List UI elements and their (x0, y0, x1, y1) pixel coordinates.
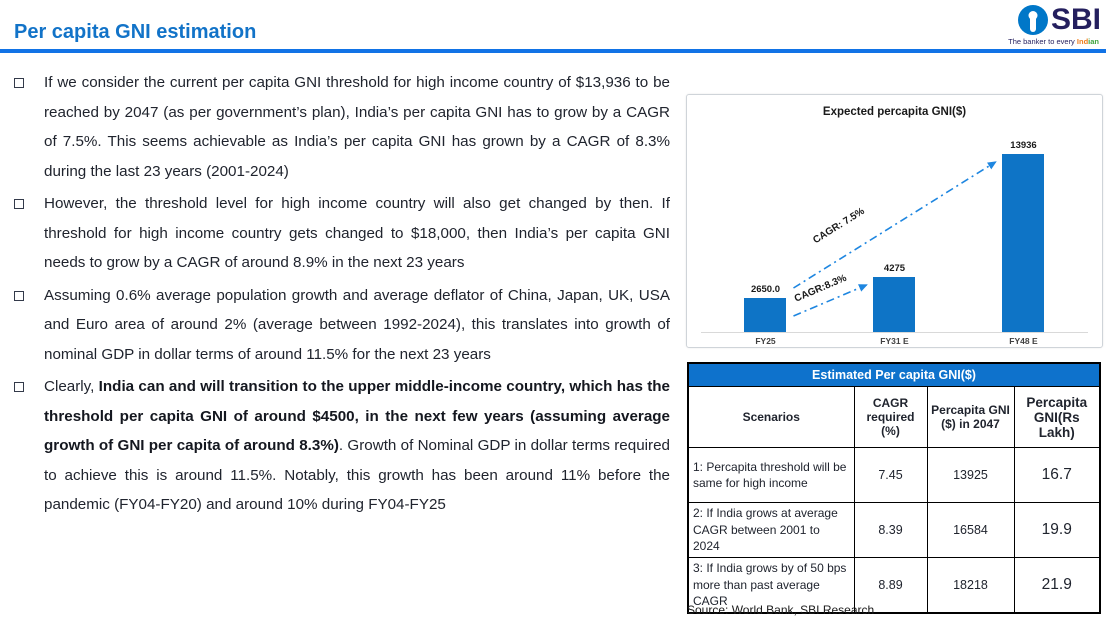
bullet-item: If we consider the current per capita GN… (8, 68, 670, 186)
bullet-text-span: . Growth of Nominal GDP in dollar terms … (44, 437, 670, 513)
sbi-logo-row: SBI (1017, 3, 1101, 36)
col-header-cagr: CAGR required (%) (853, 386, 928, 448)
bullet-item: Clearly, India can and will transition t… (8, 372, 670, 520)
bullet-text-span: Assuming 0.6% average population growth … (44, 286, 670, 363)
table-row: 2: If India grows at average CAGR betwee… (687, 502, 1101, 558)
bullet-list: If we consider the current per capita GN… (8, 68, 670, 523)
bullet-square-icon (14, 290, 24, 301)
col-header-gni-rs-lakh: Percapita GNI(Rs Lakh) (1013, 386, 1101, 448)
bar-value-label: 13936 (1010, 140, 1037, 151)
table-header-row: Scenarios CAGR required (%) Percapita GN… (687, 386, 1101, 448)
source-note: Source: World Bank, SBI Research (687, 603, 875, 617)
bullet-text: If we consider the current per capita GN… (44, 68, 670, 186)
bar-column: 2650.0 (702, 284, 830, 332)
chart-x-labels: FY25 FY31 E FY48 E (701, 336, 1088, 346)
bullet-text: However, the threshold level for high in… (44, 189, 670, 278)
gni-rs-lakh-cell: 21.9 (1013, 557, 1101, 614)
scenario-cell: 2: If India grows at average CAGR betwee… (687, 502, 855, 558)
table-row: 3: If India grows by of 50 bps more than… (687, 557, 1101, 614)
cagr-required-cell: 8.39 (853, 502, 928, 558)
col-header-gni-2047: Percapita GNI ($) in 2047 (926, 386, 1015, 448)
bar-value-label: 2650.0 (750, 284, 781, 295)
page-title: Per capita GNI estimation (14, 21, 257, 44)
bullet-text-span: If we consider the current per capita GN… (44, 74, 670, 180)
bullet-text-span: Clearly, (44, 378, 99, 395)
tagline-prefix: The banker to every (1008, 37, 1077, 46)
bar-column: 13936 (960, 140, 1088, 332)
bullet-square-icon (14, 78, 24, 88)
scenario-cell: 1: Percapita threshold will be same for … (687, 447, 855, 503)
header-divider (0, 49, 1106, 53)
col-header-scenarios: Scenarios (687, 386, 855, 448)
gni-2047-cell: 13925 (926, 447, 1015, 503)
x-axis-label: FY25 (755, 336, 776, 346)
bar (744, 298, 787, 332)
bullet-square-icon (14, 382, 24, 392)
chart-bars: 2650.0 4275 13936 (701, 125, 1088, 333)
sbi-logo-tagline: The banker to every Indian (1008, 37, 1099, 46)
sbi-logo-text: SBI (1050, 3, 1101, 36)
gni-rs-lakh-cell: 16.7 (1013, 447, 1101, 503)
bullet-text: Clearly, India can and will transition t… (44, 372, 670, 520)
cagr-required-cell: 8.89 (853, 557, 928, 614)
tagline-accent-2: ian (1088, 37, 1099, 46)
gni-2047-cell: 18218 (926, 557, 1015, 614)
bar (1002, 154, 1045, 332)
sbi-keyhole-icon (1017, 5, 1048, 35)
bullet-text: Assuming 0.6% average population growth … (44, 281, 670, 370)
x-axis-label: FY31 E (880, 336, 909, 346)
table-body: 1: Percapita threshold will be same for … (687, 447, 1101, 614)
table-title: Estimated Per capita GNI($) (687, 362, 1101, 387)
bullet-item: However, the threshold level for high in… (8, 189, 670, 278)
scenario-cell: 3: If India grows by of 50 bps more than… (687, 557, 855, 614)
gni-bar-chart: Expected percapita GNI($) 2650.0 4275 1393… (686, 94, 1103, 348)
bullet-square-icon (14, 199, 24, 209)
cagr-required-cell: 7.45 (853, 447, 928, 503)
estimates-table: Estimated Per capita GNI($) Scenarios CA… (687, 362, 1102, 614)
table-title-row: Estimated Per capita GNI($) (687, 362, 1101, 387)
x-axis-label: FY48 E (1009, 336, 1038, 346)
chart-title: Expected percapita GNI($) (822, 106, 967, 118)
bar-column: 4275 (831, 263, 959, 332)
bullet-item: Assuming 0.6% average population growth … (8, 281, 670, 370)
bar-value-label: 4275 (883, 263, 906, 274)
gni-2047-cell: 16584 (926, 502, 1015, 558)
bar (873, 277, 916, 332)
gni-rs-lakh-cell: 19.9 (1013, 502, 1101, 558)
bullet-text-bold: India can and will transition to the upp… (44, 378, 670, 454)
sbi-logo: SBI The banker to every Indian (1008, 3, 1101, 47)
bullet-text-span: However, the threshold level for high in… (44, 195, 670, 271)
tagline-accent-1: Ind (1076, 37, 1089, 46)
table-row: 1: Percapita threshold will be same for … (687, 447, 1101, 503)
